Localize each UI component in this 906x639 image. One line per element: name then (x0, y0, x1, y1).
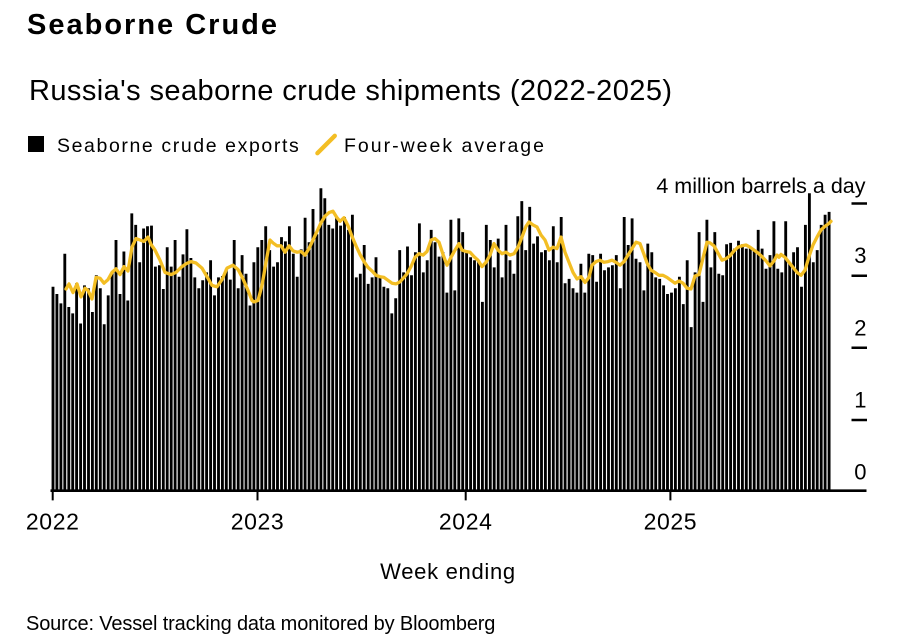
svg-text:0: 0 (854, 460, 866, 485)
svg-text:Seaborne crude exports: Seaborne crude exports (57, 135, 300, 157)
svg-text:Four-week average: Four-week average (344, 135, 546, 157)
svg-text:2: 2 (854, 315, 866, 340)
svg-text:Source: Vessel tracking data m: Source: Vessel tracking data monitored b… (26, 613, 495, 635)
svg-text:2025: 2025 (644, 509, 698, 535)
svg-text:2023: 2023 (231, 509, 285, 535)
svg-text:3: 3 (854, 243, 866, 268)
svg-text:2024: 2024 (439, 509, 493, 535)
svg-text:4 million barrels a day: 4 million barrels a day (656, 174, 865, 198)
svg-text:Russia's seaborne crude shipme: Russia's seaborne crude shipments (2022-… (29, 75, 672, 107)
svg-text:2022: 2022 (26, 509, 80, 535)
svg-text:Seaborne Crude: Seaborne Crude (27, 9, 279, 41)
svg-text:1: 1 (854, 388, 866, 413)
svg-text:Week ending: Week ending (380, 559, 516, 584)
